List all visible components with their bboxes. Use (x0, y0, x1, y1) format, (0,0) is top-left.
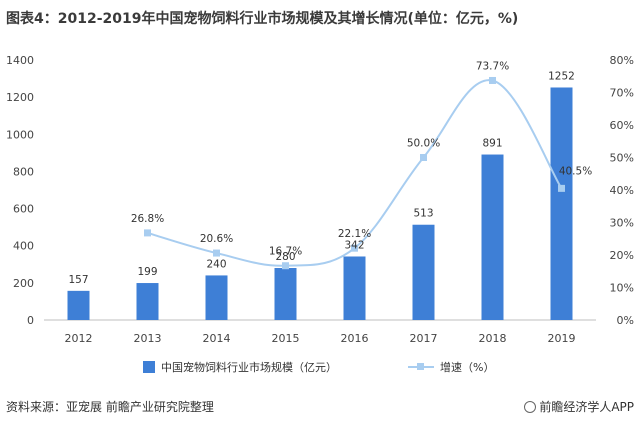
x-tick-label: 2015 (272, 332, 300, 345)
chart-legend: 中国宠物饲料行业市场规模（亿元） 增速（%） (0, 358, 640, 376)
growth-value-label: 16.7% (269, 246, 302, 258)
y-right-tick-label: 60% (610, 119, 634, 132)
growth-marker (489, 76, 496, 84)
y-left-tick-label: 800 (13, 165, 34, 178)
y-left-tick-label: 600 (13, 203, 34, 216)
y-left-tick-label: 1400 (6, 54, 34, 67)
legend-label-line: 增速（%） (440, 361, 495, 374)
growth-value-label: 26.8% (131, 213, 164, 225)
growth-marker (144, 229, 151, 237)
y-right-tick-label: 20% (610, 249, 634, 262)
y-right-tick-label: 40% (610, 184, 634, 197)
x-tick-label: 2017 (410, 332, 438, 345)
bar-value-label: 157 (68, 274, 88, 286)
x-tick-label: 2013 (134, 332, 162, 345)
y-right-tick-label: 80% (610, 54, 634, 67)
bar (205, 275, 228, 320)
growth-value-label: 40.5% (559, 165, 592, 177)
y-left-tick-label: 1200 (6, 91, 34, 104)
growth-marker (558, 184, 565, 192)
growth-value-label: 73.7% (476, 60, 509, 72)
bar (481, 154, 504, 320)
bar (136, 283, 159, 320)
x-tick-label: 2012 (65, 332, 93, 345)
bar (274, 268, 297, 320)
bar-value-label: 891 (482, 138, 502, 150)
bar (343, 256, 366, 320)
growth-value-label: 50.0% (407, 138, 440, 150)
legend-label-bar: 中国宠物饲料行业市场规模（亿元） (161, 361, 337, 374)
bar-value-label: 280 (275, 251, 295, 263)
bar-value-label: 513 (413, 208, 433, 220)
bar-value-label: 240 (206, 258, 226, 270)
x-tick-label: 2018 (479, 332, 507, 345)
source-note: 资料来源：亚宠展 前瞻产业研究院整理 (6, 400, 214, 414)
footer: 资料来源：亚宠展 前瞻产业研究院整理 前瞻经济学人APP (0, 390, 640, 420)
growth-marker (213, 249, 220, 257)
qianzhan-logo-icon (524, 400, 537, 413)
bar (550, 87, 573, 320)
y-left-tick-label: 400 (13, 240, 34, 253)
x-tick-label: 2014 (203, 332, 231, 345)
bar-value-label: 1252 (548, 70, 575, 82)
y-right-tick-label: 30% (610, 217, 634, 230)
bar (412, 224, 435, 320)
brand-name: 前瞻经济学人APP (539, 400, 634, 414)
growth-marker (351, 244, 358, 252)
y-left-tick-label: 0 (27, 314, 34, 327)
brand-credit: 前瞻经济学人APP (524, 398, 634, 415)
y-right-tick-label: 0% (617, 314, 634, 327)
growth-value-label: 20.6% (200, 233, 233, 245)
legend-item-line: 增速（%） (408, 358, 494, 376)
bar-value-label: 199 (137, 266, 157, 278)
legend-swatch-line (408, 361, 434, 373)
legend-item-bar: 中国宠物饲料行业市场规模（亿元） (143, 358, 337, 376)
y-right-tick-label: 50% (610, 152, 634, 165)
chart-title: 图表4：2012-2019年中国宠物饲料行业市场规模及其增长情况(单位：亿元，%… (6, 11, 519, 27)
y-right-tick-label: 70% (610, 87, 634, 100)
x-tick-label: 2016 (341, 332, 369, 345)
bar (67, 290, 90, 320)
y-left-tick-label: 1000 (6, 128, 34, 141)
legend-swatch-bar (143, 361, 155, 373)
growth-value-label: 22.1% (338, 228, 371, 240)
x-tick-label: 2019 (548, 332, 576, 345)
y-right-tick-label: 10% (610, 282, 634, 295)
y-left-tick-label: 200 (13, 277, 34, 290)
growth-marker (282, 262, 289, 270)
growth-marker (420, 154, 427, 161)
bar-value-label: 342 (344, 239, 364, 251)
